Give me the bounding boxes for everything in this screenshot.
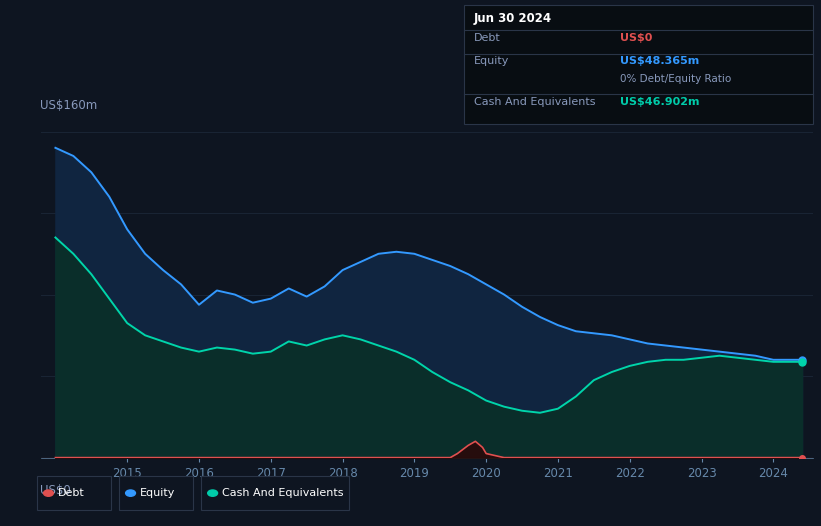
- Text: 0% Debt/Equity Ratio: 0% Debt/Equity Ratio: [620, 74, 732, 84]
- Text: US$46.902m: US$46.902m: [620, 97, 699, 107]
- Text: Cash And Equivalents: Cash And Equivalents: [474, 97, 595, 107]
- Text: Debt: Debt: [57, 488, 85, 498]
- Text: Equity: Equity: [140, 488, 175, 498]
- Text: US$160m: US$160m: [40, 99, 98, 112]
- Text: US$48.365m: US$48.365m: [620, 56, 699, 66]
- Text: Debt: Debt: [474, 33, 501, 43]
- Text: US$0: US$0: [620, 33, 652, 43]
- Text: US$0: US$0: [40, 484, 71, 497]
- Text: Jun 30 2024: Jun 30 2024: [474, 12, 552, 25]
- Text: Equity: Equity: [474, 56, 509, 66]
- Text: Cash And Equivalents: Cash And Equivalents: [222, 488, 343, 498]
